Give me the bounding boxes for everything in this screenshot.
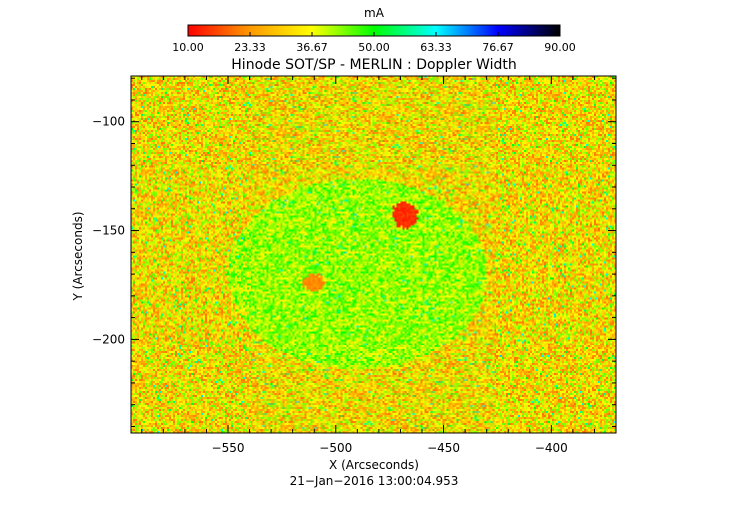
y-tick-label: −100 <box>92 115 125 129</box>
colorbar-tick-label: 10.00 <box>172 41 204 54</box>
plot-frame <box>130 75 617 434</box>
chart-title: Hinode SOT/SP - MERLIN : Doppler Width <box>231 57 516 73</box>
colorbar-tick-label: 36.67 <box>296 41 328 54</box>
colorbar: mA 10.00 23.33 36.67 50.00 63.33 76.67 90.00 <box>172 6 576 54</box>
x-axis: −550 −500 −450 −400 <box>141 76 617 455</box>
y-axis: −100 −150 −200 <box>92 77 616 427</box>
x-tick-label: −400 <box>535 441 568 455</box>
heatmap-image <box>131 76 616 433</box>
plot-area: −550 −500 −450 −400 −100 −150 −200 <box>92 75 617 455</box>
timestamp: 21−Jan−2016 13:00:04.953 <box>290 474 459 488</box>
colorbar-label: mA <box>364 6 385 20</box>
x-tick-label: −450 <box>427 441 460 455</box>
y-tick-label: −150 <box>92 224 125 238</box>
y-tick-label: −200 <box>92 332 125 346</box>
x-tick-label: −550 <box>212 441 245 455</box>
colorbar-tick-label: 63.33 <box>420 41 452 54</box>
colorbar-tick-label: 50.00 <box>358 41 390 54</box>
colorbar-tick-label: 76.67 <box>482 41 514 54</box>
y-axis-label: Y (Arcseconds) <box>71 211 85 301</box>
colorbar-tick-label: 23.33 <box>234 41 266 54</box>
x-tick-label: −500 <box>319 441 352 455</box>
x-axis-label: X (Arcseconds) <box>329 458 419 472</box>
colorbar-tick-label: 90.00 <box>544 41 576 54</box>
colorbar-ticks: 10.00 23.33 36.67 50.00 63.33 76.67 90.00 <box>172 32 576 54</box>
